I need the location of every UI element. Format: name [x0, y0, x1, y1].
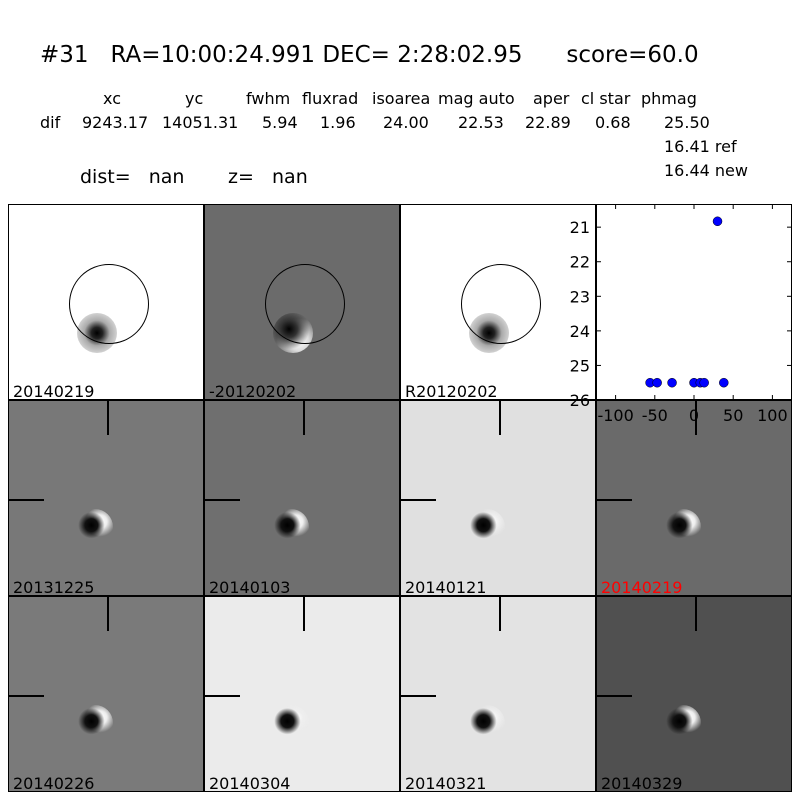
panel-date-label: 20140219 — [13, 382, 95, 400]
col-mag-auto: mag auto — [438, 89, 515, 108]
plot-frame — [596, 204, 792, 400]
val-isoarea: 24.00 — [383, 113, 429, 132]
cutout-panel: R20120202 — [400, 204, 596, 400]
x-tick-label: 50 — [723, 406, 743, 425]
panel-date-label: 20140329 — [601, 774, 683, 792]
x-tick-label: 100 — [757, 406, 788, 425]
panel-date-label: 20131225 — [13, 578, 95, 596]
crosshair-horizontal — [9, 695, 44, 697]
title: #31 RA=10:00:24.991 DEC= 2:28:02.95 scor… — [40, 42, 699, 68]
source-blob — [77, 705, 113, 741]
val-cl-star: 0.68 — [595, 113, 631, 132]
val-mag-auto: 22.53 — [458, 113, 504, 132]
source-blob — [273, 705, 309, 741]
panel-date-label: R20120202 — [405, 382, 498, 400]
y-tick-label: 21 — [570, 218, 590, 237]
cutout-panel: 20140226 — [8, 596, 204, 792]
crosshair-horizontal — [9, 499, 44, 501]
data-point — [667, 377, 677, 388]
crosshair-vertical — [303, 597, 305, 631]
crosshair-vertical — [107, 597, 109, 631]
crosshair-vertical — [107, 401, 109, 435]
z-value: z= nan — [228, 166, 308, 188]
panel-date-label: 20140103 — [209, 578, 291, 596]
col-yc: yc — [185, 89, 204, 108]
crosshair-vertical — [303, 401, 305, 435]
source-blob — [469, 509, 505, 545]
cutout-panel: 20131225 — [8, 400, 204, 596]
data-point — [652, 377, 662, 388]
panel-date-label: 20140321 — [405, 774, 487, 792]
col-phmag: phmag — [641, 89, 697, 108]
val-xc: 9243.17 — [82, 113, 149, 132]
y-tick-label: 22 — [570, 253, 590, 272]
val-fwhm: 5.94 — [262, 113, 298, 132]
source-blob — [469, 705, 505, 741]
crosshair-vertical — [695, 401, 697, 435]
panel-date-label: 20140121 — [405, 578, 487, 596]
panel-date-label: 20140304 — [209, 774, 291, 792]
dist: dist= nan — [80, 166, 185, 188]
val-yc: 14051.31 — [162, 113, 239, 132]
panel-date-label: 20140226 — [13, 774, 95, 792]
source-blob — [665, 705, 701, 741]
data-point — [719, 377, 729, 388]
y-tick-label: 25 — [570, 356, 590, 375]
col-isoarea: isoarea — [372, 89, 431, 108]
source-blob — [273, 509, 309, 545]
y-tick-label: 24 — [570, 322, 590, 341]
cutout-panel: 20140304 — [204, 596, 400, 792]
cutout-panel: 20140219 — [8, 204, 204, 400]
col-fluxrad: fluxrad — [302, 89, 359, 108]
row-label: dif — [40, 113, 61, 132]
cutout-panel: 20140121 — [400, 400, 596, 596]
cutout-panel: 20140329 — [596, 596, 792, 792]
col-fwhm: fwhm — [246, 89, 291, 108]
x-tick-label: -50 — [642, 406, 668, 425]
panel-date-label: 20140219 — [601, 578, 683, 596]
data-point — [712, 216, 723, 227]
cutout-panel: -20120202 — [204, 204, 400, 400]
source-blob — [77, 509, 113, 545]
val-aper: 22.89 — [525, 113, 571, 132]
crosshair-horizontal — [401, 499, 436, 501]
crosshair-horizontal — [597, 695, 632, 697]
source-blob — [665, 509, 701, 545]
val-fluxrad: 1.96 — [320, 113, 356, 132]
cutout-panel: 20140219 — [596, 400, 792, 596]
cutout-panel: 20140321 — [400, 596, 596, 792]
x-tick-label: 0 — [689, 406, 699, 425]
y-tick-label: 23 — [570, 287, 590, 306]
y-tick-label: 26 — [570, 391, 590, 410]
crosshair-horizontal — [205, 695, 240, 697]
col-cl-star: cl star — [581, 89, 631, 108]
col-xc: xc — [103, 89, 121, 108]
aperture-circle — [461, 264, 541, 344]
col-aper: aper — [533, 89, 570, 108]
ref-mag: 16.41 ref — [664, 137, 737, 156]
cutout-panel: 20140103 — [204, 400, 400, 596]
val-phmag: 25.50 — [664, 113, 710, 132]
crosshair-vertical — [499, 597, 501, 631]
crosshair-horizontal — [401, 695, 436, 697]
crosshair-vertical — [695, 597, 697, 631]
crosshair-vertical — [499, 401, 501, 435]
aperture-circle — [265, 264, 345, 344]
panel-date-label: -20120202 — [209, 382, 297, 400]
aperture-circle — [69, 264, 149, 344]
x-tick-label: -100 — [597, 406, 633, 425]
crosshair-horizontal — [597, 499, 632, 501]
new-mag: 16.44 new — [664, 161, 748, 180]
scatter-plot: -100 -50 0 50 100 21 22 23 24 25 26 — [570, 204, 792, 425]
data-point — [699, 377, 709, 388]
crosshair-horizontal — [205, 499, 240, 501]
